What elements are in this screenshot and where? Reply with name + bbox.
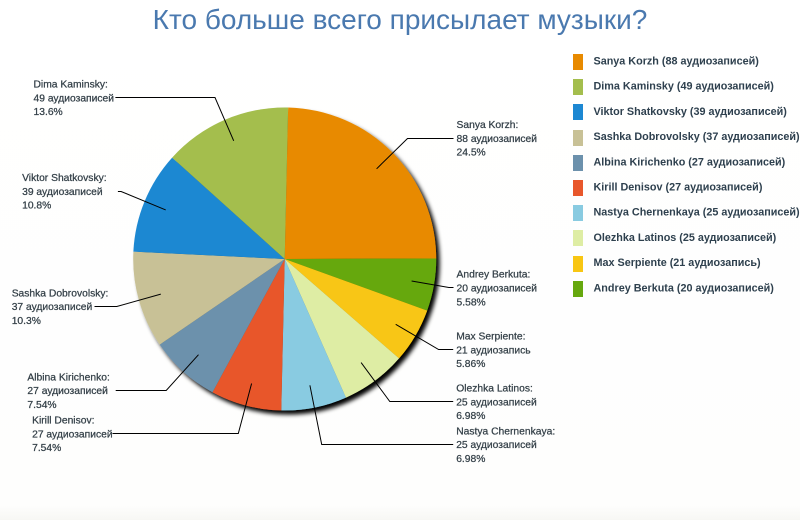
svg-text:10.3%: 10.3% <box>12 316 41 327</box>
svg-text:5.86%: 5.86% <box>456 359 485 370</box>
svg-text:5.58%: 5.58% <box>457 297 486 308</box>
svg-text:39 аудиозаписей: 39 аудиозаписей <box>22 187 103 198</box>
svg-text:Albina Kirichenko:: Albina Kirichenko: <box>27 372 109 383</box>
svg-text:7.54%: 7.54% <box>32 443 61 454</box>
svg-text:Nastya Chernenkaya:: Nastya Chernenkaya: <box>456 426 555 437</box>
svg-text:Kirill Denisov:: Kirill Denisov: <box>32 416 94 427</box>
svg-text:25 аудиозаписей: 25 аудиозаписей <box>456 397 537 408</box>
svg-text:Nastya Chernenkaya (25 аудиоза: Nastya Chernenkaya (25 аудиозаписей) <box>594 207 800 219</box>
svg-text:Kirill Denisov (27 аудиозаписе: Kirill Denisov (27 аудиозаписей) <box>594 182 763 194</box>
svg-text:Viktor Shatkovsky (39 аудиозап: Viktor Shatkovsky (39 аудиозаписей) <box>594 106 788 118</box>
svg-text:Olezhka Latinos (25 аудиозапис: Olezhka Latinos (25 аудиозаписей) <box>594 232 777 244</box>
svg-text:6.98%: 6.98% <box>456 454 485 465</box>
svg-text:Кто больше всего присылает муз: Кто больше всего присылает музыки? <box>153 4 648 35</box>
svg-text:27 аудиозаписей: 27 аудиозаписей <box>32 429 113 440</box>
svg-text:Sanya Korzh (88 аудиозаписей): Sanya Korzh (88 аудиозаписей) <box>594 56 760 68</box>
svg-text:Max Serpiente (21 аудиозапись): Max Serpiente (21 аудиозапись) <box>594 257 762 269</box>
svg-text:Olezhka Latinos:: Olezhka Latinos: <box>456 384 533 395</box>
svg-text:24.5%: 24.5% <box>457 148 486 159</box>
svg-text:25 аудиозаписей: 25 аудиозаписей <box>456 440 537 451</box>
svg-text:Dima Kaminsky:: Dima Kaminsky: <box>34 80 108 91</box>
svg-text:Sashka Dobrovolsky (37 аудиоза: Sashka Dobrovolsky (37 аудиозаписей) <box>594 131 800 143</box>
svg-text:10.8%: 10.8% <box>22 201 51 212</box>
svg-text:Sashka Dobrovolsky:: Sashka Dobrovolsky: <box>12 288 109 299</box>
svg-text:37 аудиозаписей: 37 аудиозаписей <box>12 302 93 313</box>
svg-text:Andrey Berkuta (20 аудиозаписе: Andrey Berkuta (20 аудиозаписей) <box>594 282 775 294</box>
svg-text:7.54%: 7.54% <box>27 400 56 411</box>
svg-text:Max Serpiente:: Max Serpiente: <box>456 332 525 343</box>
svg-text:Dima Kaminsky (49 аудиозаписей: Dima Kaminsky (49 аудиозаписей) <box>594 81 775 93</box>
svg-text:20 аудиозаписей: 20 аудиозаписей <box>457 284 538 295</box>
svg-text:49 аудиозаписей: 49 аудиозаписей <box>34 93 115 104</box>
svg-text:Albina Kirichenko (27 аудиозап: Albina Kirichenko (27 аудиозаписей) <box>594 156 786 168</box>
svg-text:6.98%: 6.98% <box>456 411 485 422</box>
svg-text:27 аудиозаписей: 27 аудиозаписей <box>27 386 108 397</box>
svg-text:13.6%: 13.6% <box>34 107 63 118</box>
svg-text:Sanya Korzh:: Sanya Korzh: <box>457 120 519 131</box>
svg-text:88 аудиозаписей: 88 аудиозаписей <box>457 134 538 145</box>
svg-text:21 аудиозапись: 21 аудиозапись <box>456 345 530 356</box>
svg-text:Viktor Shatkovsky:: Viktor Shatkovsky: <box>22 173 107 184</box>
svg-text:Andrey Berkuta:: Andrey Berkuta: <box>457 270 531 281</box>
